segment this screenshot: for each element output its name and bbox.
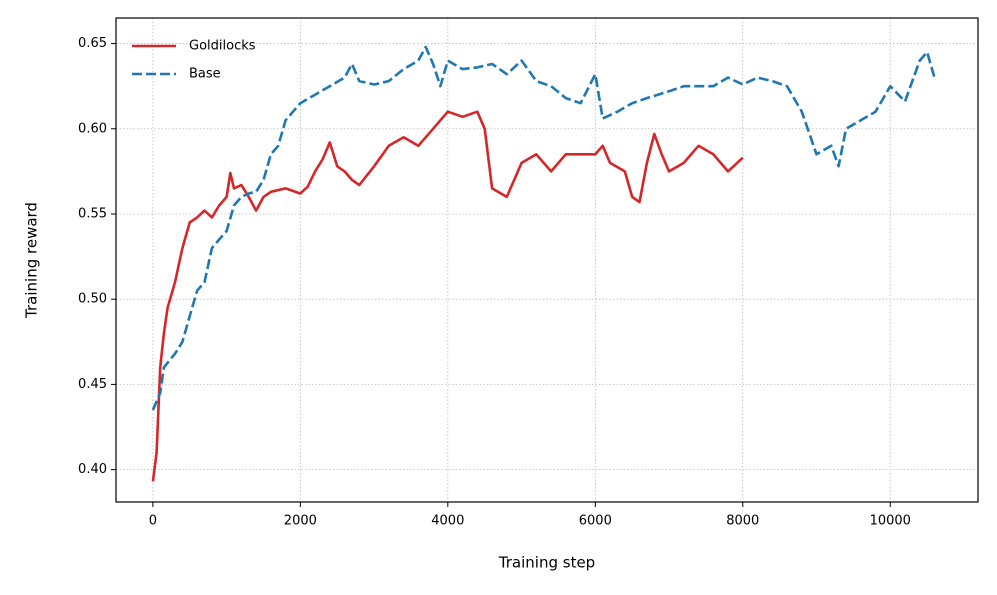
line-series (151, 45, 936, 411)
legend-label: Base (189, 67, 221, 82)
y-tick-label: 0.45 (78, 377, 107, 392)
y-tick-label: 0.65 (78, 36, 107, 51)
x-tick-label: 10000 (870, 514, 911, 529)
x-tick-label: 4000 (431, 514, 464, 529)
y-tick-label: 0.55 (78, 206, 107, 221)
x-tick-label: 8000 (726, 514, 759, 529)
x-tick-label: 2000 (284, 514, 317, 529)
y-tick-label: 0.60 (78, 121, 107, 136)
line-series (151, 110, 744, 482)
y-tick-label: 0.40 (78, 462, 107, 477)
legend-label: Goldilocks (189, 39, 256, 54)
x-tick-label: 6000 (579, 514, 612, 529)
y-axis-label: Training reward (23, 202, 41, 319)
x-axis-label: Training step (498, 554, 595, 572)
y-tick-label: 0.50 (78, 292, 107, 307)
x-tick-label: 0 (149, 514, 157, 529)
plot-frame (115, 17, 979, 503)
